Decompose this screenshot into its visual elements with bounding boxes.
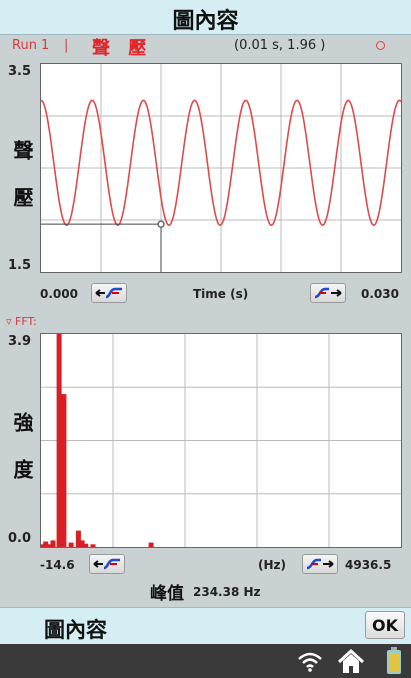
fft-plot-area[interactable] [39,333,402,548]
time-x-min-adjust-button[interactable] [91,283,127,303]
time-y-axis-label: 聲 壓 [10,140,34,217]
page-title: 圖內容 [172,9,239,34]
time-x-max: 0.030 [361,287,399,301]
time-y-min: 1.5 [8,258,32,273]
time-x-min: 0.000 [40,287,78,301]
ok-button[interactable]: OK [365,611,405,639]
fft-bar [39,544,45,547]
title-bar: 圖內容 [0,0,411,35]
peak-label: 峰值 [150,584,184,604]
fft-x-min: -14.6 [40,558,75,572]
fft-x-min-adjust-button[interactable] [89,554,125,574]
fft-x-max-adjust-button[interactable] [302,554,338,574]
battery-icon [387,647,401,674]
fft-bar [50,540,56,547]
fft-plot-svg[interactable] [39,334,401,547]
cursor-coordinate: (0.01 s, 1.96 ) [234,38,326,53]
time-x-axis-label: Time (s) [193,287,249,301]
run-label[interactable]: Run 1 [12,38,50,53]
fft-bar [56,334,62,547]
fft-x-unit: (Hz) [258,558,286,572]
fft-y-min: 0.0 [8,531,32,546]
fft-x-max: 4936.5 [345,558,392,572]
fft-bar [46,544,52,547]
quantity-label[interactable]: 聲 壓 [92,38,153,59]
home-icon[interactable] [336,649,366,674]
time-y-max: 3.5 [8,64,32,79]
time-plot-svg[interactable] [40,64,402,272]
axis-scale-left-icon [93,558,120,570]
graph-header [0,34,411,60]
bottom-bar [0,607,411,644]
cursor-point [157,220,165,228]
fft-bar [75,530,81,547]
status-circle-icon [376,41,385,50]
header-separator: | [64,38,69,53]
fft-y-axis-label: 強 度 [10,412,34,489]
waveform-line [40,99,402,227]
axis-scale-left-icon [95,287,122,299]
status-bar [0,644,411,678]
fft-bar [68,542,74,547]
time-x-max-adjust-button[interactable] [310,283,346,303]
bottom-title: 圖內容 [44,618,107,642]
fft-bar [79,540,85,547]
fft-bar [43,541,49,547]
fft-toggle-label: FFT: [15,315,37,328]
peak-value: 234.38 Hz [193,585,261,599]
fft-bar [90,544,96,547]
fft-bar [83,543,89,547]
axis-scale-right-icon [306,558,334,570]
wifi-icon [298,652,322,672]
fft-toggle[interactable]: ▿ FFT: [6,315,37,328]
time-plot-area[interactable] [40,63,402,273]
axis-scale-right-icon [314,287,342,299]
fft-y-max: 3.9 [8,334,32,349]
fft-bar [148,542,154,547]
fft-bar [61,394,67,547]
